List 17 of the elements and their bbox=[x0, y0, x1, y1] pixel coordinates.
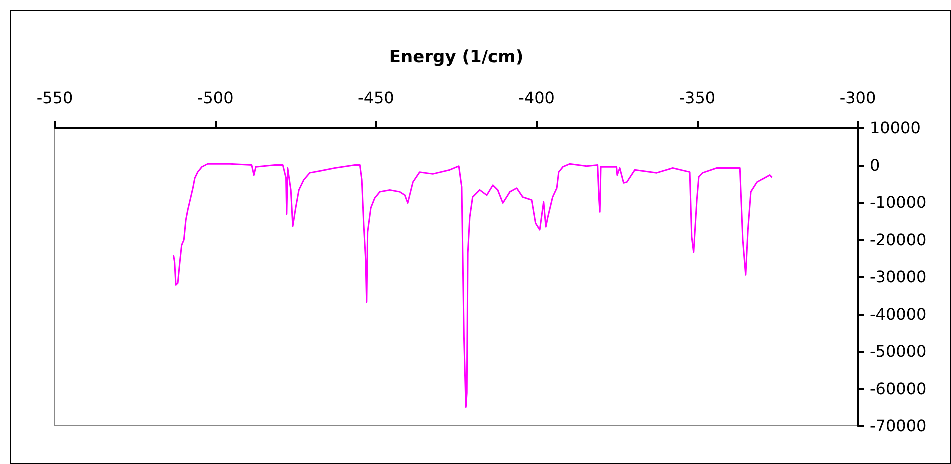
y-tick-label: -40000 bbox=[870, 304, 927, 324]
x-tick-label: -300 bbox=[840, 88, 876, 108]
x-axis-title: Energy (1/cm) bbox=[389, 48, 524, 68]
y-tick-label: -30000 bbox=[870, 268, 927, 286]
x-tick-label: -500 bbox=[197, 88, 234, 108]
x-tick-label: -400 bbox=[518, 88, 555, 108]
y-tick-label: -10000 bbox=[870, 193, 927, 212]
y-tick-label: -70000 bbox=[870, 416, 927, 436]
y-tick-label: -20000 bbox=[870, 230, 927, 250]
y-tick-label: -50000 bbox=[870, 342, 927, 361]
line-series bbox=[173, 163, 773, 408]
y-tick-label: -60000 bbox=[870, 379, 927, 398]
x-tick-label: -550 bbox=[36, 88, 74, 108]
y-tick-label: 10000 bbox=[870, 118, 921, 138]
y-tick-label: 0 bbox=[870, 156, 880, 175]
x-tick-label: -350 bbox=[679, 88, 716, 108]
x-tick-label: -450 bbox=[358, 88, 394, 108]
